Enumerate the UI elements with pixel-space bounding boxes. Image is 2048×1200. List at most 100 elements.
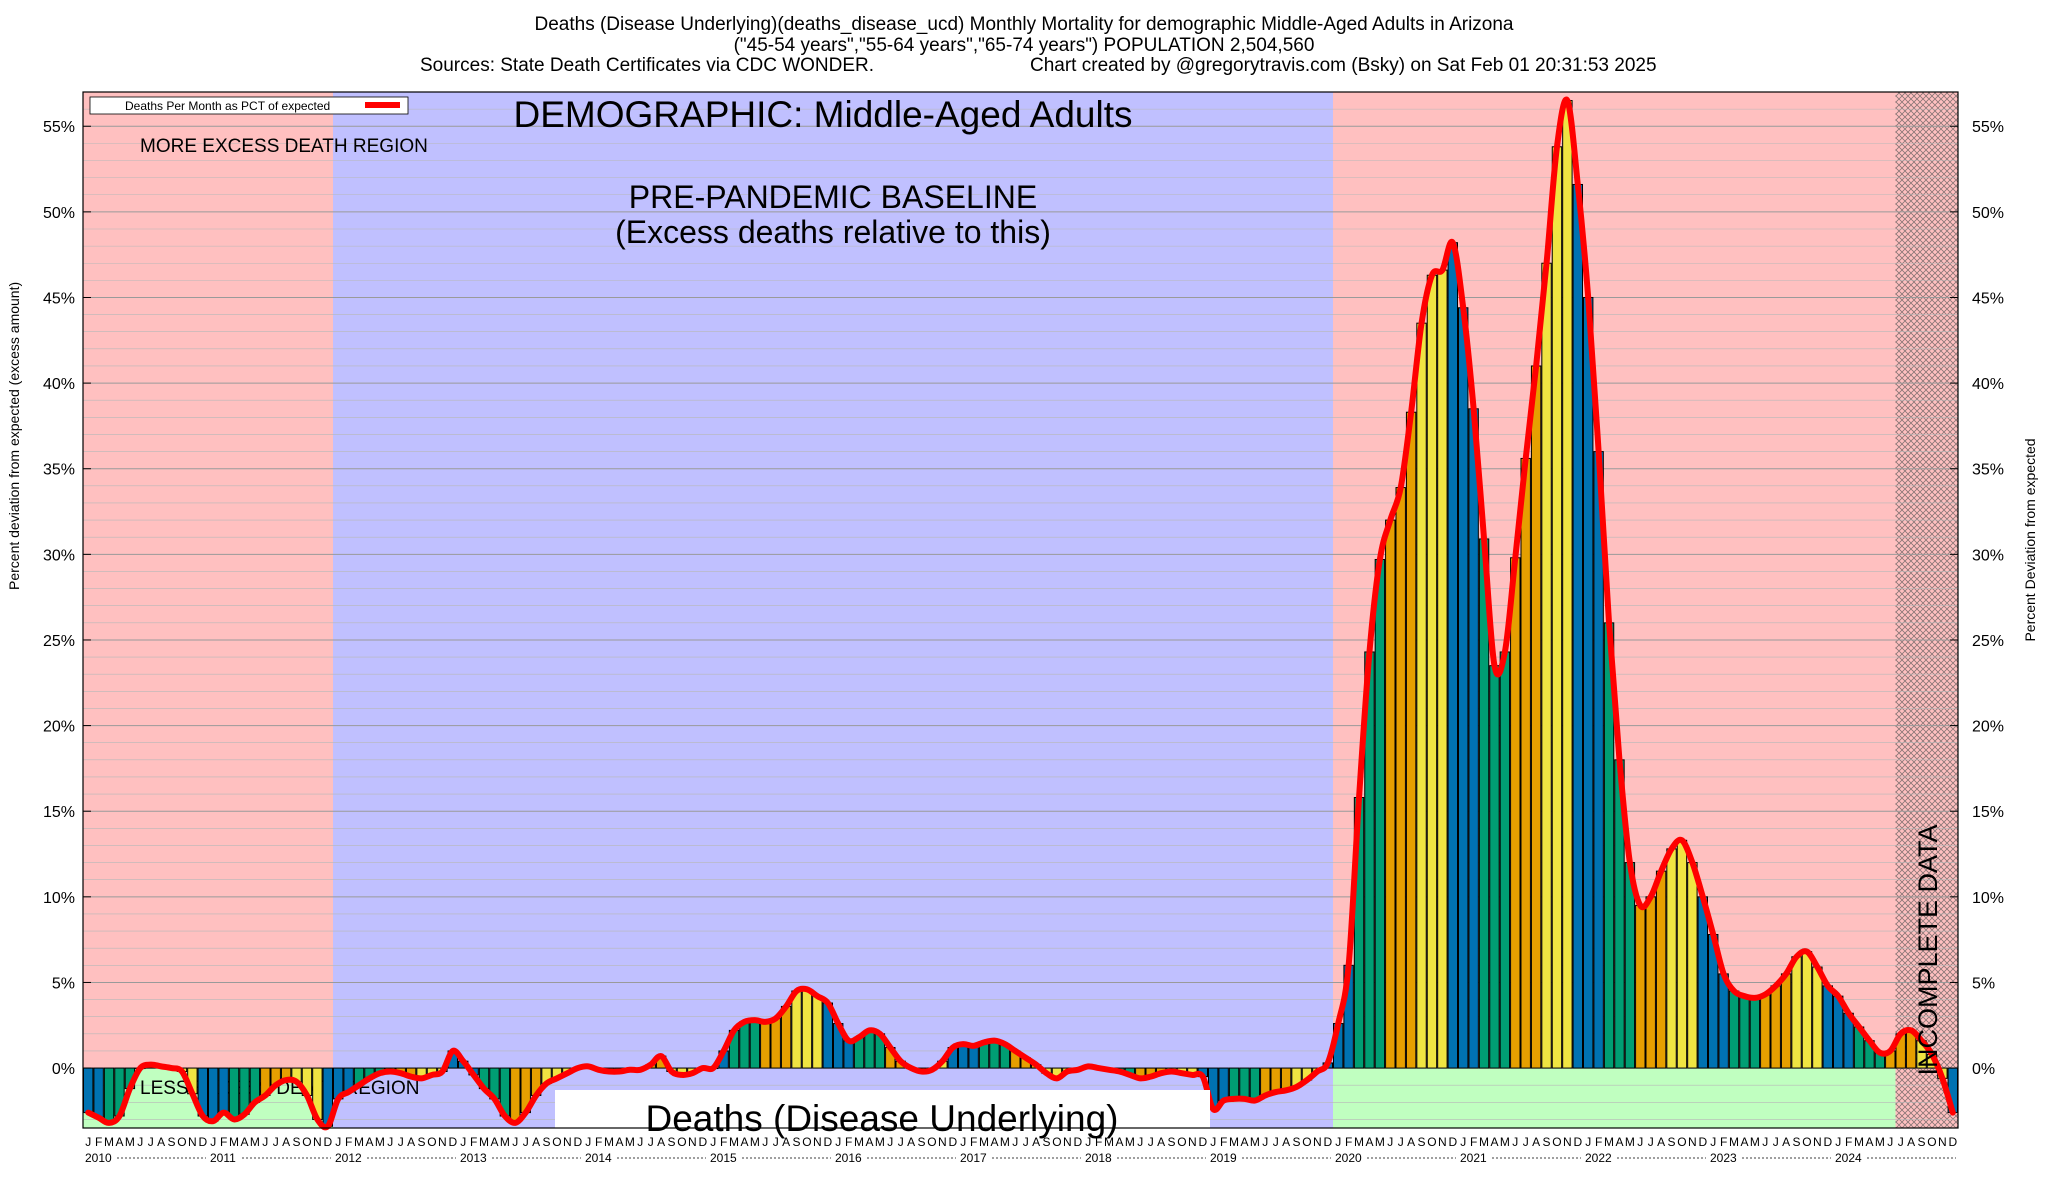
y-tick-label-right: 15% bbox=[1972, 804, 2004, 821]
x-tick-label-month: J bbox=[1460, 1135, 1466, 1149]
x-tick-label-month: D bbox=[573, 1135, 582, 1149]
x-tick-label-month: A bbox=[907, 1135, 915, 1149]
x-tick-label-month: A bbox=[1157, 1135, 1165, 1149]
bar bbox=[1791, 956, 1802, 1069]
bar bbox=[989, 1040, 1000, 1069]
y-tick-label-left: 15% bbox=[43, 804, 75, 821]
x-tick-label-month: J bbox=[137, 1135, 143, 1149]
x-tick-label-month: J bbox=[1387, 1135, 1393, 1149]
x-tick-label-month: N bbox=[188, 1135, 197, 1149]
bar bbox=[1458, 307, 1469, 1069]
x-tick-label-year: 2024 bbox=[1835, 1151, 1862, 1165]
bar bbox=[801, 988, 813, 1069]
bar bbox=[1739, 995, 1750, 1069]
x-tick-label-month: D bbox=[323, 1135, 332, 1149]
bar bbox=[1499, 651, 1511, 1069]
bar bbox=[1666, 848, 1677, 1069]
x-tick-label-month: A bbox=[1032, 1135, 1040, 1149]
x-tick-label-month: A bbox=[1907, 1135, 1915, 1149]
y-tick-label-left: 55% bbox=[43, 119, 75, 136]
bar bbox=[1437, 269, 1448, 1069]
x-tick-label-month: F bbox=[345, 1135, 352, 1149]
bar bbox=[770, 1017, 781, 1069]
x-tick-label-month: M bbox=[1375, 1135, 1385, 1149]
region-label-incomplete: INCOMPLETE DATA bbox=[1913, 824, 1943, 1075]
x-tick-label-month: A bbox=[865, 1135, 873, 1149]
x-tick-label-month: A bbox=[365, 1135, 373, 1149]
x-tick-label-month: J bbox=[648, 1135, 654, 1149]
x-tick-label-month: J bbox=[523, 1135, 529, 1149]
x-tick-label-month: J bbox=[512, 1135, 518, 1149]
bar bbox=[1780, 973, 1792, 1069]
x-tick-label-month: M bbox=[1500, 1135, 1510, 1149]
bar bbox=[1385, 519, 1396, 1069]
y-tick-label-right: 55% bbox=[1972, 119, 2004, 136]
x-tick-label-month: D bbox=[1323, 1135, 1332, 1149]
bar bbox=[1645, 896, 1656, 1069]
bar bbox=[1395, 487, 1406, 1069]
x-tick-label-year: 2016 bbox=[835, 1151, 862, 1165]
x-tick-label-month: J bbox=[1648, 1135, 1654, 1149]
x-tick-label-month: J bbox=[637, 1135, 643, 1149]
bar bbox=[749, 1019, 761, 1069]
x-tick-label-month: F bbox=[470, 1135, 477, 1149]
x-tick-label-month: N bbox=[1438, 1135, 1447, 1149]
x-tick-label-month: N bbox=[563, 1135, 572, 1149]
x-tick-label-month: A bbox=[407, 1135, 415, 1149]
x-tick-label-month: A bbox=[1615, 1135, 1623, 1149]
bar bbox=[228, 1067, 240, 1120]
bar bbox=[1760, 993, 1771, 1069]
bar bbox=[1697, 896, 1709, 1069]
bar bbox=[1530, 365, 1542, 1069]
x-tick-label-month: J bbox=[1262, 1135, 1268, 1149]
x-tick-label-month: J bbox=[898, 1135, 904, 1149]
bar bbox=[1812, 966, 1823, 1069]
x-tick-label-month: N bbox=[313, 1135, 322, 1149]
x-tick-label-month: M bbox=[854, 1135, 864, 1149]
x-tick-label-month: M bbox=[750, 1135, 760, 1149]
y-tick-label-left: 45% bbox=[43, 290, 75, 307]
x-tick-label-month: M bbox=[625, 1135, 635, 1149]
bottom-label-box bbox=[555, 1090, 1210, 1142]
x-tick-label-month: D bbox=[823, 1135, 832, 1149]
y-tick-label-right: 30% bbox=[1972, 547, 2004, 564]
x-tick-label-month: M bbox=[1000, 1135, 1010, 1149]
x-tick-label-month: N bbox=[938, 1135, 947, 1149]
x-tick-label-month: N bbox=[1938, 1135, 1947, 1149]
y-tick-label-left: 25% bbox=[43, 633, 75, 650]
y-tick-label-right: 50% bbox=[1972, 205, 2004, 222]
bar bbox=[791, 990, 802, 1069]
y-tick-label-left: 5% bbox=[52, 975, 75, 992]
chart-credit: Chart created by @gregorytravis.com (Bsk… bbox=[1030, 55, 1657, 76]
x-tick-label-year: 2011 bbox=[210, 1151, 236, 1165]
bar bbox=[968, 1045, 979, 1069]
bar bbox=[739, 1021, 750, 1069]
x-tick-label-month: J bbox=[1023, 1135, 1029, 1149]
x-tick-label-month: A bbox=[115, 1135, 123, 1149]
x-tick-label-month: M bbox=[104, 1135, 114, 1149]
y-tick-label-left: 35% bbox=[43, 462, 75, 479]
x-tick-label-month: M bbox=[1250, 1135, 1260, 1149]
x-tick-label-month: D bbox=[1573, 1135, 1582, 1149]
x-tick-label-month: M bbox=[479, 1135, 489, 1149]
x-tick-label-month: J bbox=[585, 1135, 591, 1149]
x-tick-label-month: M bbox=[1125, 1135, 1135, 1149]
x-tick-label-month: S bbox=[793, 1135, 801, 1149]
x-tick-label-month: S bbox=[1293, 1135, 1301, 1149]
x-tick-label-month: J bbox=[398, 1135, 404, 1149]
bar bbox=[864, 1029, 875, 1069]
y-axis-label-right: Percent Deviation from expected bbox=[2022, 438, 2038, 641]
x-tick-label-month: J bbox=[1512, 1135, 1518, 1149]
bar bbox=[1218, 1067, 1229, 1102]
x-tick-label-month: J bbox=[1773, 1135, 1779, 1149]
x-tick-label-month: D bbox=[698, 1135, 707, 1149]
x-tick-label-month: M bbox=[1854, 1135, 1864, 1149]
x-tick-label-month: N bbox=[813, 1135, 822, 1149]
x-tick-label-month: S bbox=[418, 1135, 426, 1149]
x-tick-label-month: D bbox=[1448, 1135, 1457, 1149]
x-tick-label-month: S bbox=[168, 1135, 176, 1149]
x-tick-label-month: J bbox=[1710, 1135, 1716, 1149]
x-tick-label-month: F bbox=[845, 1135, 852, 1149]
x-tick-label-year: 2018 bbox=[1085, 1151, 1112, 1165]
